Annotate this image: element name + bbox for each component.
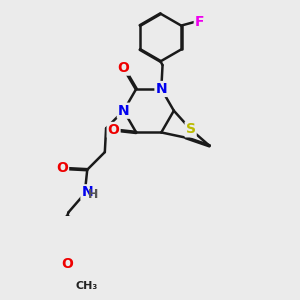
Text: F: F <box>195 15 204 29</box>
Text: S: S <box>186 122 196 136</box>
Text: O: O <box>56 161 68 176</box>
Text: O: O <box>108 123 119 137</box>
Text: N: N <box>155 82 167 96</box>
Text: O: O <box>61 257 73 271</box>
Text: CH₃: CH₃ <box>76 281 98 291</box>
Text: N: N <box>118 104 130 118</box>
Text: O: O <box>118 61 130 75</box>
Text: N: N <box>81 185 93 199</box>
Text: H: H <box>88 188 99 201</box>
